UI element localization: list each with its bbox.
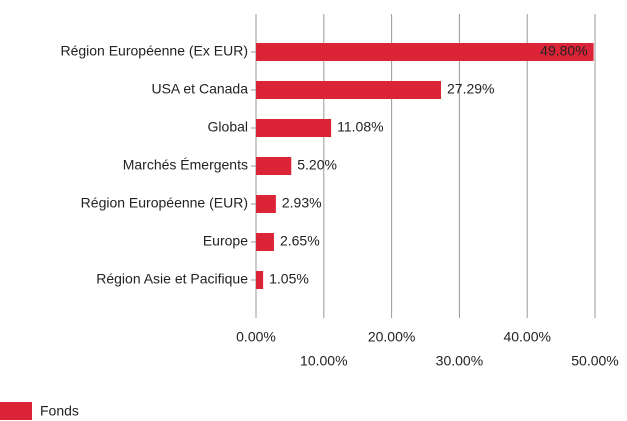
data-label: 27.29%	[447, 81, 494, 97]
bar	[256, 271, 264, 289]
bar	[256, 233, 274, 251]
bar	[256, 195, 276, 213]
bar	[256, 81, 442, 99]
data-label: 5.20%	[297, 157, 337, 173]
y-tick-label: Marchés Émergents	[123, 157, 248, 173]
x-tick-label: 20.00%	[368, 329, 415, 345]
data-label: 2.65%	[280, 233, 320, 249]
y-tick-label: Europe	[203, 233, 248, 249]
y-tick-label: USA et Canada	[151, 81, 248, 97]
data-label: 11.08%	[337, 119, 383, 135]
legend-swatch	[0, 402, 32, 420]
data-label: 49.80%	[540, 43, 587, 59]
data-label: 2.93%	[282, 195, 322, 211]
y-tick-label: Région Européenne (EUR)	[81, 195, 248, 211]
x-tick-label: 50.00%	[571, 353, 618, 369]
x-tick-label: 30.00%	[436, 353, 483, 369]
x-tick-label: 0.00%	[236, 329, 276, 345]
y-tick-label: Région Asie et Pacifique	[96, 271, 248, 287]
legend-label: Fonds	[40, 403, 79, 419]
y-tick-label: Global	[208, 119, 248, 135]
data-label: 1.05%	[269, 271, 309, 287]
bar	[256, 119, 332, 137]
x-tick-label: 10.00%	[300, 353, 347, 369]
x-tick-label: 40.00%	[503, 329, 550, 345]
bar	[256, 43, 594, 61]
bar	[256, 157, 292, 175]
y-tick-label: Région Européenne (Ex EUR)	[60, 43, 248, 59]
